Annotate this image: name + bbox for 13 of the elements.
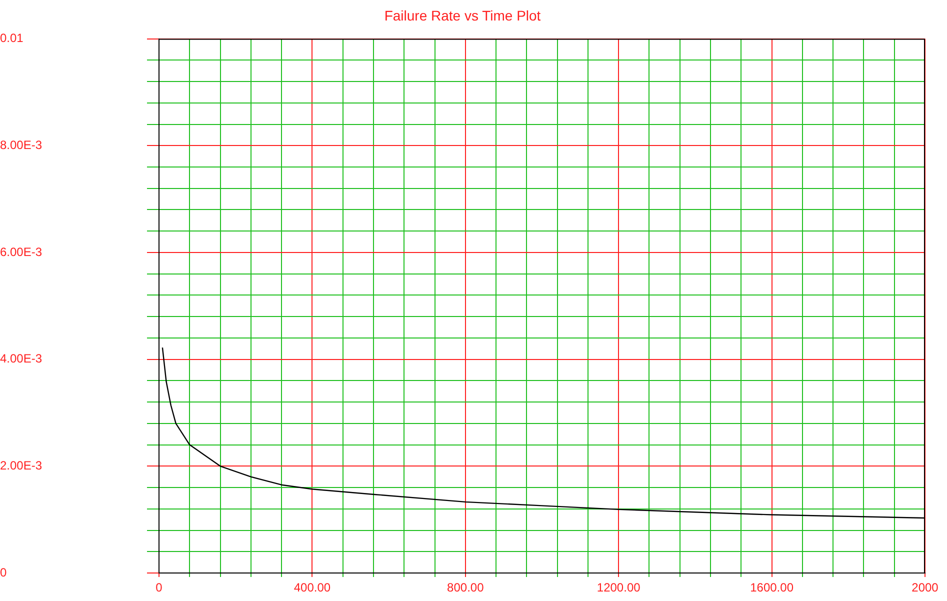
y-tick-label: 0 — [0, 565, 7, 580]
x-tick-label: 1200.00 — [596, 580, 641, 595]
x-tick-label: 800.00 — [447, 580, 484, 595]
y-tick-label: 0.01 — [0, 31, 24, 46]
x-tick-label: 1600.00 — [750, 580, 794, 595]
x-tick-label: 400.00 — [294, 580, 331, 595]
y-tick-label: 6.00E-3 — [0, 244, 42, 259]
chart-title: Failure Rate vs Time Plot — [384, 7, 541, 24]
x-tick-label: 2000 — [912, 580, 939, 595]
y-tick-label: 8.00E-3 — [0, 138, 42, 152]
y-tick-label: 4.00E-3 — [0, 352, 42, 366]
x-tick-label: 0 — [156, 580, 163, 595]
y-tick-label: 2.00E-3 — [0, 458, 42, 472]
